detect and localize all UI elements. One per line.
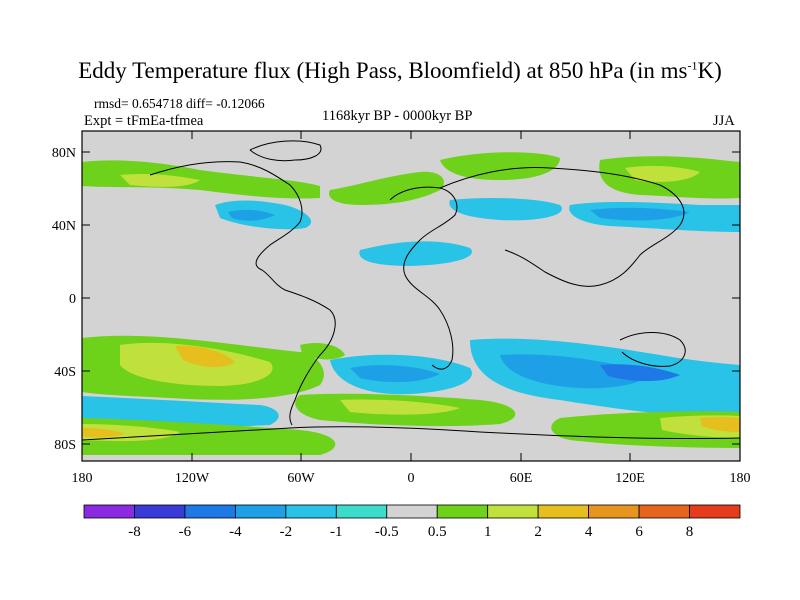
colorbar-swatch [638, 504, 690, 519]
colorbar-swatch [335, 504, 388, 519]
coastlines [82, 140, 740, 441]
lon-label: 120E [615, 471, 645, 486]
nh-negative-pacific-core [590, 207, 690, 221]
colorbar-label: -4 [229, 524, 242, 540]
colorbar-label: -2 [280, 524, 293, 540]
colorbar-swatch [588, 504, 640, 519]
lat-label: 40N [52, 219, 76, 234]
lon-label: 0 [408, 471, 415, 486]
sh-negative-pacific [82, 396, 279, 427]
colorbar-swatch [285, 504, 337, 519]
contour-fields [82, 152, 740, 455]
season-label: JJA [713, 113, 735, 129]
lat-label: 0 [69, 292, 76, 307]
colorbar-label: -6 [179, 524, 192, 540]
lon-label: 120W [175, 471, 210, 486]
colorbar-swatch [134, 504, 186, 519]
coast-greenland [249, 140, 322, 162]
colorbar [83, 504, 741, 519]
colorbar-label: 1 [484, 524, 492, 540]
longitude-labels: 180 120W 60W 0 60E 120E 180 [72, 471, 751, 486]
colorbar-label: -8 [128, 524, 141, 540]
lat-label: 40S [54, 365, 76, 380]
sh-positive-antarctic-west-peak [82, 428, 125, 438]
tropical-negative-north-africa [359, 241, 472, 266]
nh-positive-europe [329, 171, 444, 205]
sh-positive-south-america [300, 343, 345, 360]
sh-negative-indian-core [500, 354, 646, 389]
sh-negative-indian-peak [600, 364, 680, 382]
colorbar-swatch [689, 504, 741, 519]
sh-positive-pacific-core [175, 345, 235, 368]
experiment-label: Expt = tFmEa-tfmea [84, 113, 204, 129]
nh-positive-core-west [120, 173, 200, 187]
stats-label: rmsd= 0.654718 diff= -0.12066 [94, 96, 265, 111]
latitude-labels: 80N 40N 0 40S 80S [52, 146, 76, 453]
colorbar-labels: -8 -6 -4 -2 -1 -0.5 0.5 1 2 4 6 8 [128, 524, 693, 540]
sh-negative-south-atlantic-core [350, 365, 440, 383]
coast-australia [619, 332, 686, 367]
nh-negative-atlantic-core [228, 209, 275, 221]
colorbar-label: 0.5 [428, 524, 447, 540]
nh-positive-siberia [440, 152, 560, 180]
lon-label: 60W [287, 471, 315, 486]
colorbar-swatch [537, 504, 590, 519]
sh-positive-band-south-core [340, 399, 460, 415]
coast-antarctica [82, 426, 740, 441]
colorbar-swatch [184, 504, 236, 519]
coast-europe-africa [389, 186, 458, 370]
axis-ticks [81, 131, 741, 461]
colorbar-swatch [436, 504, 489, 519]
lat-label: 80S [54, 438, 76, 453]
lon-label: 60E [510, 471, 533, 486]
colorbar-swatch [386, 504, 438, 519]
plot-title: Eddy Temperature flux (High Pass, Bloomf… [78, 58, 722, 83]
lat-label: 80N [52, 146, 76, 161]
nh-positive-band-west [82, 160, 320, 199]
lon-label: 180 [730, 471, 751, 486]
colorbar-label: 8 [686, 524, 694, 540]
colorbar-swatch [234, 504, 287, 519]
colorbar-swatch [83, 504, 135, 519]
colorbar-label: -1 [330, 524, 343, 540]
nh-negative-asia [449, 197, 562, 221]
coast-south-america [284, 289, 336, 426]
colorbar-label: 6 [635, 524, 643, 540]
colorbar-label: -0.5 [375, 524, 399, 540]
lon-label: 180 [72, 471, 93, 486]
coast-asia [439, 166, 685, 287]
period-label: 1168kyr BP - 0000kyr BP [322, 108, 473, 124]
colorbar-label: 4 [585, 524, 593, 540]
nh-positive-east-core [625, 165, 700, 182]
colorbar-label: 2 [534, 524, 542, 540]
sh-positive-antarctic-east-peak [700, 417, 740, 432]
colorbar-swatch [487, 504, 539, 519]
coast-north-america [149, 161, 303, 291]
